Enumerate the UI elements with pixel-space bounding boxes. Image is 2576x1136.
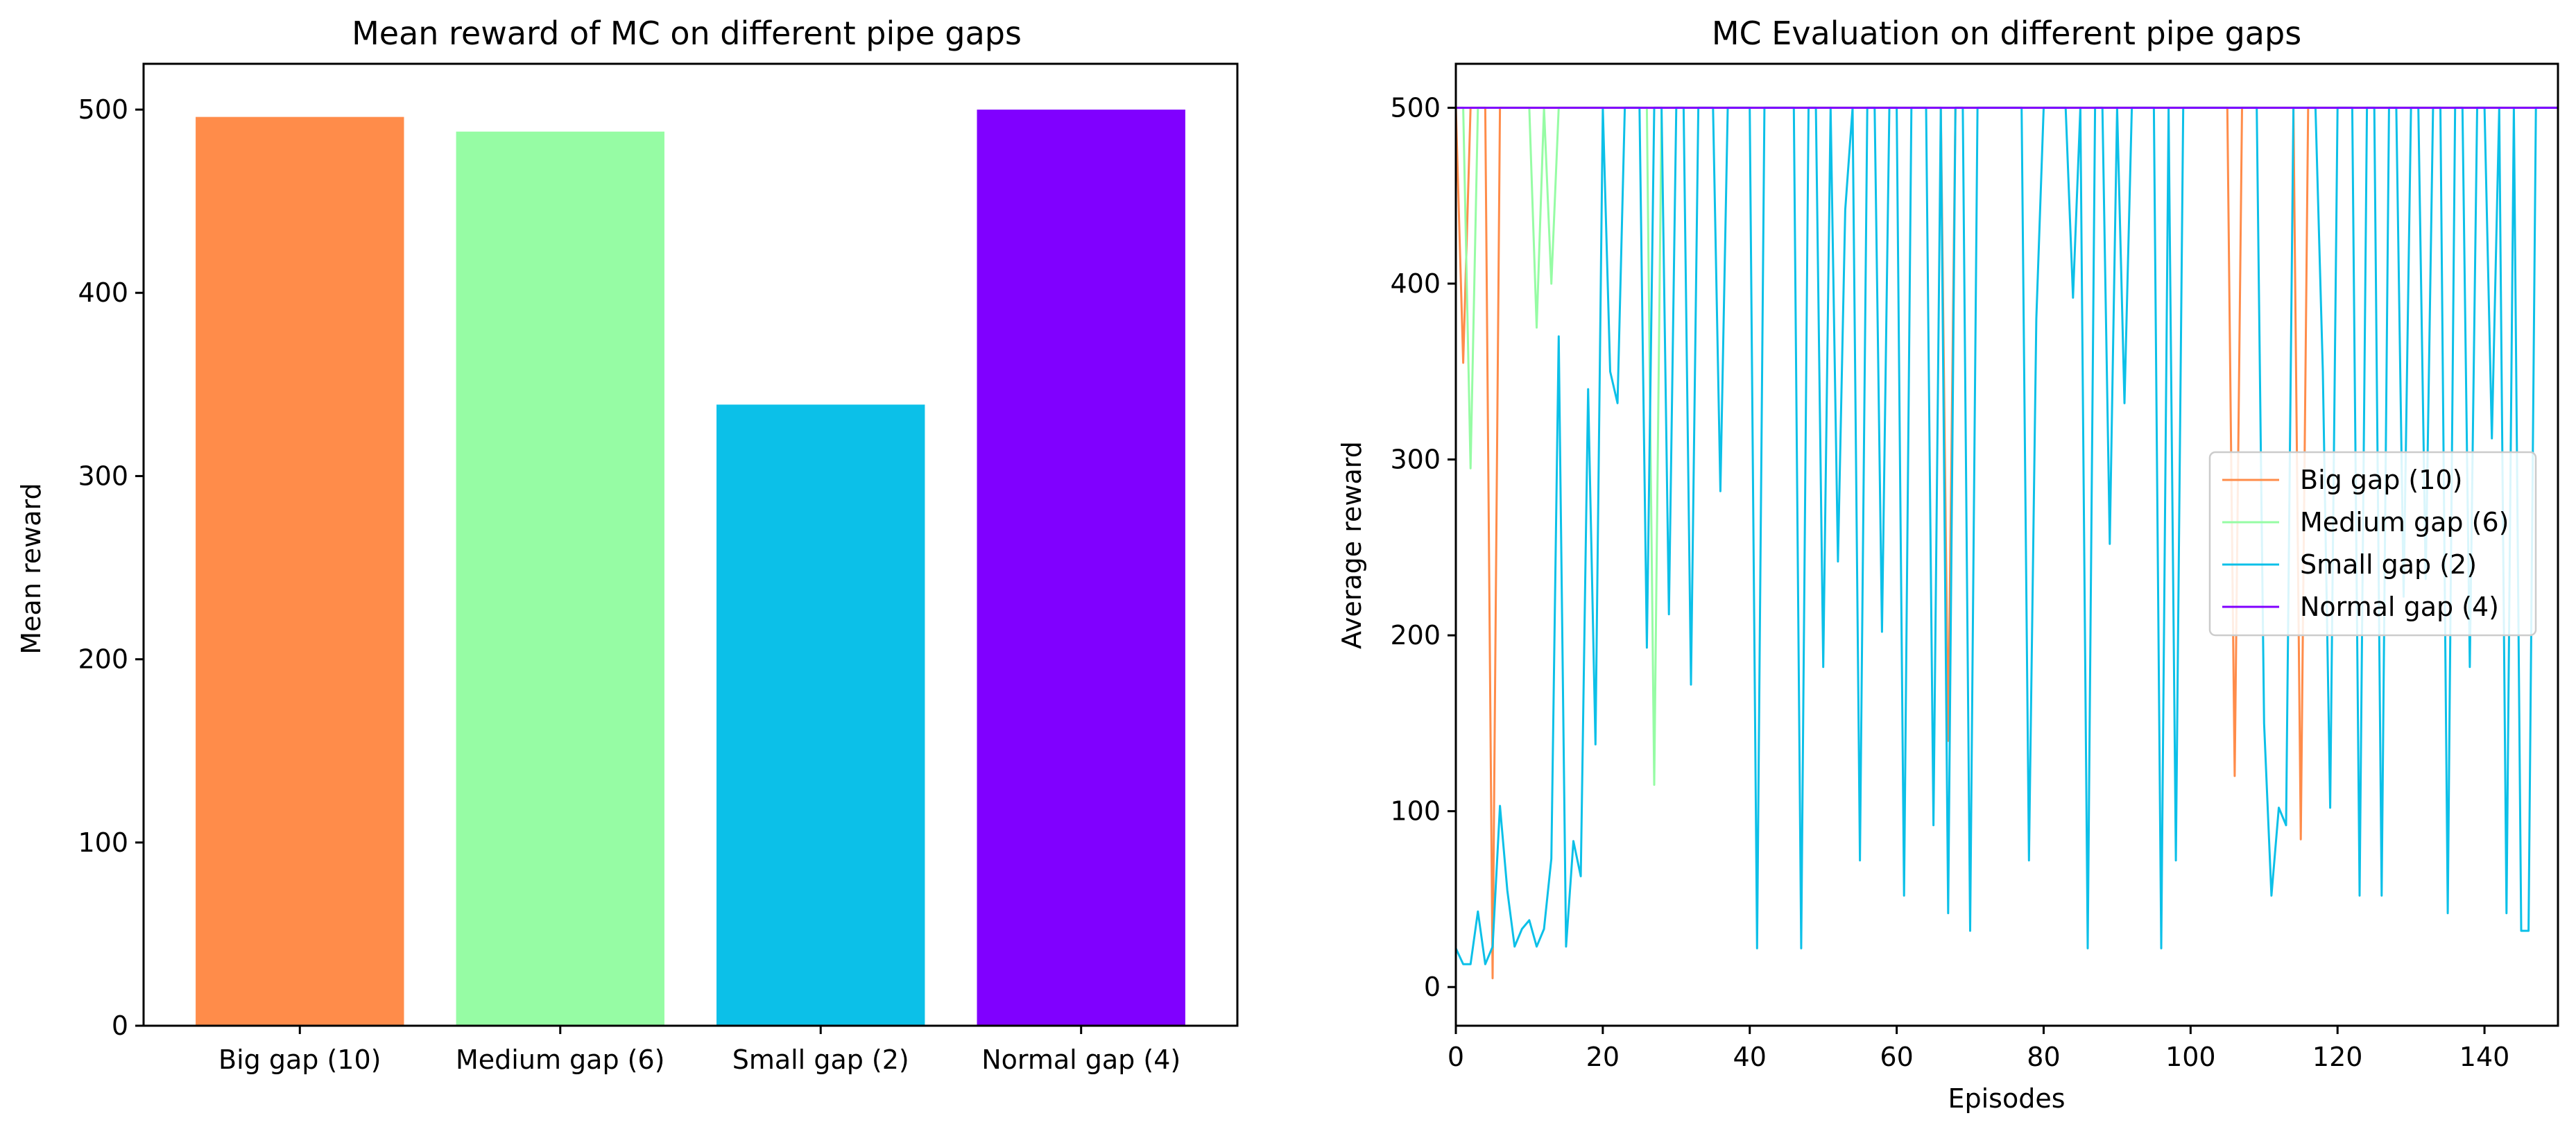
bar-chart: Mean reward of MC on different pipe gaps… [16, 15, 1239, 1075]
bar-x-tick-label-0: Big gap (10) [218, 1044, 381, 1075]
line-x-tick-label-7: 140 [2459, 1042, 2510, 1072]
bar-chart-title: Mean reward of MC on different pipe gaps [352, 15, 1022, 52]
line-y-tick-label-5: 500 [1390, 92, 1441, 123]
bar-y-tick-label-5: 500 [78, 94, 128, 125]
bar-2 [716, 404, 925, 1026]
line-chart-x-axis-label: Episodes [1948, 1083, 2065, 1114]
line-y-ticks: 0 100 200 300 400 500 [1390, 92, 1456, 1002]
bar-y-ticks: 0 100 200 300 400 500 [78, 94, 144, 1041]
line-chart: MC Evaluation on different pipe gaps Ave… [1337, 15, 2559, 1114]
bar-0 [196, 117, 404, 1026]
line-x-ticks: 0 20 40 60 80 100 120 140 [1448, 1026, 2509, 1072]
bar-marks [196, 110, 1185, 1026]
line-y-tick-label-1: 100 [1390, 796, 1441, 827]
line-chart-title: MC Evaluation on different pipe gaps [1712, 15, 2301, 52]
bar-x-ticks: Big gap (10) Medium gap (6) Small gap (2) N… [218, 1026, 1180, 1075]
line-chart-y-axis-label: Average reward [1337, 441, 1367, 649]
bar-chart-frame [142, 62, 1239, 1027]
line-x-tick-label-1: 20 [1586, 1042, 1620, 1072]
line-x-tick-label-3: 60 [1880, 1042, 1913, 1072]
legend-label-2: Small gap (2) [2300, 549, 2477, 580]
bar-x-tick-label-2: Small gap (2) [732, 1044, 909, 1075]
bar-y-tick-label-4: 400 [78, 277, 128, 308]
bar-x-tick-label-1: Medium gap (6) [456, 1044, 664, 1075]
line-chart-frame [1454, 62, 2559, 1027]
bar-y-tick-label-0: 0 [112, 1010, 128, 1041]
legend: Big gap (10) Medium gap (6) Small gap (2) N… [2208, 451, 2537, 637]
bar-3 [977, 110, 1185, 1026]
bar-y-tick-label-1: 100 [78, 827, 128, 858]
line-marks [1456, 106, 2558, 979]
bar-chart-y-axis-label: Mean reward [16, 483, 46, 654]
legend-label-3: Normal gap (4) [2300, 592, 2499, 622]
bar-y-tick-label-2: 200 [78, 644, 128, 675]
legend-label-0: Big gap (10) [2300, 465, 2462, 495]
line-x-tick-label-6: 120 [2312, 1042, 2363, 1072]
line-y-tick-label-3: 300 [1390, 445, 1441, 475]
bar-1 [456, 131, 664, 1026]
legend-label-1: Medium gap (6) [2300, 507, 2509, 537]
line-y-tick-label-0: 0 [1424, 972, 1441, 1002]
line-x-tick-label-5: 100 [2165, 1042, 2216, 1072]
line-x-tick-label-4: 80 [2027, 1042, 2060, 1072]
line-y-tick-label-2: 200 [1390, 620, 1441, 651]
line-x-tick-label-2: 40 [1733, 1042, 1767, 1072]
legend-box [2208, 451, 2537, 637]
bar-y-tick-label-3: 300 [78, 461, 128, 491]
line-y-tick-label-4: 400 [1390, 268, 1441, 299]
line-x-tick-label-0: 0 [1448, 1042, 1464, 1072]
bar-x-tick-label-3: Normal gap (4) [981, 1044, 1180, 1075]
